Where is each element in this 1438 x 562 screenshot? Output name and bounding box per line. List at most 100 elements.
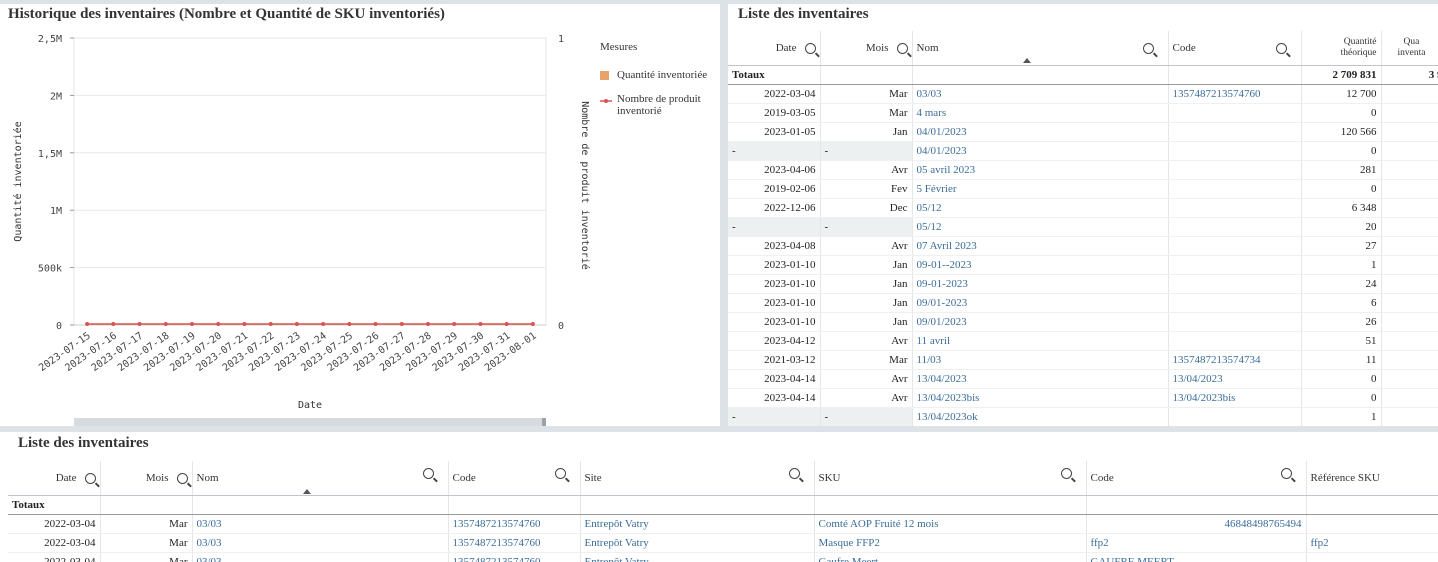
table-row[interactable]: 2023-04-08 Avr 07 Avril 2023 27 <box>728 236 1438 256</box>
col-header-date[interactable]: Date <box>8 461 101 496</box>
cell-code-sku-link[interactable]: ffp2 <box>1086 533 1307 553</box>
table-row[interactable]: 2023-01-10 Jan 09/01/2023 26 <box>728 312 1438 332</box>
col-header-code-sku[interactable]: Code <box>1086 461 1307 496</box>
cell-code-link[interactable] <box>1168 255 1302 275</box>
legend-item-quantite[interactable]: Quantité inventoriée <box>600 69 715 81</box>
table-row[interactable]: 2023-04-12 Avr 11 avril 51 <box>728 331 1438 351</box>
chart-scrollbar-handle[interactable] <box>542 418 546 426</box>
search-icon[interactable] <box>804 42 816 54</box>
cell-nom-link[interactable]: 04/01/2023 <box>912 122 1169 142</box>
cell-nom-link[interactable]: 04/01/2023 <box>912 141 1169 161</box>
col-header-code[interactable]: Code <box>1168 31 1302 66</box>
search-icon[interactable] <box>422 468 434 479</box>
cell-nom-link[interactable]: 05 avril 2023 <box>912 160 1169 180</box>
cell-code-link[interactable] <box>1168 141 1302 161</box>
table-row[interactable]: 2019-03-05 Mar 4 mars 0 <box>728 103 1438 123</box>
search-icon[interactable] <box>554 468 566 479</box>
cell-nom-link[interactable]: 03/03 <box>192 533 449 553</box>
cell-nom-link[interactable]: 4 mars <box>912 103 1169 123</box>
cell-site-link[interactable]: Entrepôt Vatry <box>580 533 815 553</box>
table-row[interactable]: 2023-01-10 Jan 09-01--2023 1 <box>728 255 1438 275</box>
cell-code-link[interactable] <box>1168 122 1302 142</box>
cell-code-link[interactable] <box>1168 407 1302 426</box>
table-row[interactable]: 2022-03-04 Mar 03/03 1357487213574760 Entrep… <box>8 533 1438 553</box>
cell-nom-link[interactable]: 03/03 <box>192 514 449 534</box>
cell-code-sku-link[interactable]: GAUFRE MEERT <box>1086 552 1307 562</box>
cell-nom-link[interactable]: 05/12 <box>912 198 1169 218</box>
col-header-quantite-theorique[interactable]: Quantité théorique <box>1301 31 1382 66</box>
cell-site-link[interactable]: Entrepôt Vatry <box>580 552 815 562</box>
table-row[interactable]: 2023-04-14 Avr 13/04/2023bis 13/04/2023bis 0 <box>728 388 1438 408</box>
col-header-quantite-inventoriee[interactable]: Qua inventa <box>1381 31 1438 66</box>
cell-code-link[interactable]: 1357487213574734 <box>1168 350 1302 370</box>
cell-reference-sku-link[interactable] <box>1306 514 1438 534</box>
cell-nom-link[interactable]: 07 Avril 2023 <box>912 236 1169 256</box>
cell-code-link[interactable] <box>1168 160 1302 180</box>
cell-code-link[interactable] <box>1168 312 1302 332</box>
cell-nom-link[interactable]: 13/04/2023 <box>912 369 1169 389</box>
search-icon[interactable] <box>84 472 96 484</box>
cell-code-link[interactable] <box>1168 179 1302 199</box>
table-row[interactable]: 2022-03-04 Mar 03/03 1357487213574760 12 700… <box>728 84 1438 104</box>
table-row[interactable]: 2023-04-06 Avr 05 avril 2023 281 <box>728 160 1438 180</box>
cell-code-sku-link[interactable]: 46848498765494 <box>1086 514 1307 534</box>
search-icon[interactable] <box>896 42 908 54</box>
col-header-mois[interactable]: Mois <box>100 461 193 496</box>
cell-sku-link[interactable]: Masque FFP2 <box>814 533 1087 553</box>
col-header-mois[interactable]: Mois <box>820 31 913 66</box>
cell-nom-link[interactable]: 11/03 <box>912 350 1169 370</box>
cell-nom-link[interactable]: 09/01-2023 <box>912 293 1169 313</box>
table-row[interactable]: 2023-01-10 Jan 09/01-2023 6 <box>728 293 1438 313</box>
search-icon[interactable] <box>1142 43 1154 54</box>
table-row[interactable]: 2023-04-14 Avr 13/04/2023 13/04/2023 0 <box>728 369 1438 389</box>
cell-code-link[interactable]: 1357487213574760 <box>1168 84 1302 104</box>
table-row[interactable]: - -05/12 20 <box>728 217 1438 237</box>
cell-code-link[interactable]: 13/04/2023bis <box>1168 388 1302 408</box>
cell-code-link[interactable] <box>1168 198 1302 218</box>
col-header-date[interactable]: Date <box>728 31 821 66</box>
cell-code-link[interactable]: 13/04/2023 <box>1168 369 1302 389</box>
legend-item-nombre[interactable]: Nombre de produit inventorié <box>600 93 715 117</box>
sort-ascending-icon[interactable] <box>302 489 311 494</box>
cell-nom-link[interactable]: 03/03 <box>192 552 449 562</box>
cell-nom-link[interactable]: 03/03 <box>912 84 1169 104</box>
table-row[interactable]: 2023-01-10 Jan 09-01-2023 24 <box>728 274 1438 294</box>
cell-reference-sku-link[interactable] <box>1306 552 1438 562</box>
cell-sku-link[interactable]: Comté AOP Fruité 12 mois <box>814 514 1087 534</box>
search-icon[interactable] <box>1060 468 1072 479</box>
cell-nom-link[interactable]: 13/04/2023ok <box>912 407 1169 426</box>
table-row[interactable]: 2021-03-12 Mar 11/03 1357487213574734 11 <box>728 350 1438 370</box>
cell-code-link[interactable] <box>1168 274 1302 294</box>
table-row[interactable]: 2022-03-04 Mar 03/03 1357487213574760 Entrep… <box>8 552 1438 562</box>
cell-nom-link[interactable]: 09-01-2023 <box>912 274 1169 294</box>
cell-site-link[interactable]: Entrepôt Vatry <box>580 514 815 534</box>
cell-sku-link[interactable]: Gaufre Meert <box>814 552 1087 562</box>
cell-nom-link[interactable]: 13/04/2023bis <box>912 388 1169 408</box>
search-icon[interactable] <box>1275 43 1287 54</box>
cell-code-link[interactable] <box>1168 236 1302 256</box>
col-header-nom[interactable]: Nom <box>192 461 449 496</box>
table-row[interactable]: 2019-02-06 Fev 5 Février 0 <box>728 179 1438 199</box>
cell-code-link[interactable]: 1357487213574760 <box>448 514 581 534</box>
cell-nom-link[interactable]: 05/12 <box>912 217 1169 237</box>
table-row[interactable]: - -13/04/2023ok 1 <box>728 407 1438 426</box>
search-icon[interactable] <box>176 472 188 484</box>
cell-reference-sku-link[interactable]: ffp2 <box>1306 533 1438 553</box>
col-header-reference-sku[interactable]: Référence SKU <box>1306 461 1438 496</box>
cell-code-link[interactable]: 1357487213574760 <box>448 533 581 553</box>
cell-code-link[interactable] <box>1168 217 1302 237</box>
cell-nom-link[interactable]: 11 avril <box>912 331 1169 351</box>
cell-nom-link[interactable]: 09-01--2023 <box>912 255 1169 275</box>
cell-code-link[interactable] <box>1168 103 1302 123</box>
cell-code-link[interactable] <box>1168 293 1302 313</box>
cell-code-link[interactable] <box>1168 331 1302 351</box>
cell-nom-link[interactable]: 09/01/2023 <box>912 312 1169 332</box>
sort-ascending-icon[interactable] <box>1022 58 1031 63</box>
table-row[interactable]: - -04/01/2023 0 <box>728 141 1438 161</box>
chart-scrollbar[interactable] <box>74 418 546 426</box>
search-icon[interactable] <box>1280 468 1292 479</box>
col-header-site[interactable]: Site <box>580 461 815 496</box>
table-row[interactable]: 2022-03-04 Mar 03/03 1357487213574760 Entrep… <box>8 514 1438 534</box>
